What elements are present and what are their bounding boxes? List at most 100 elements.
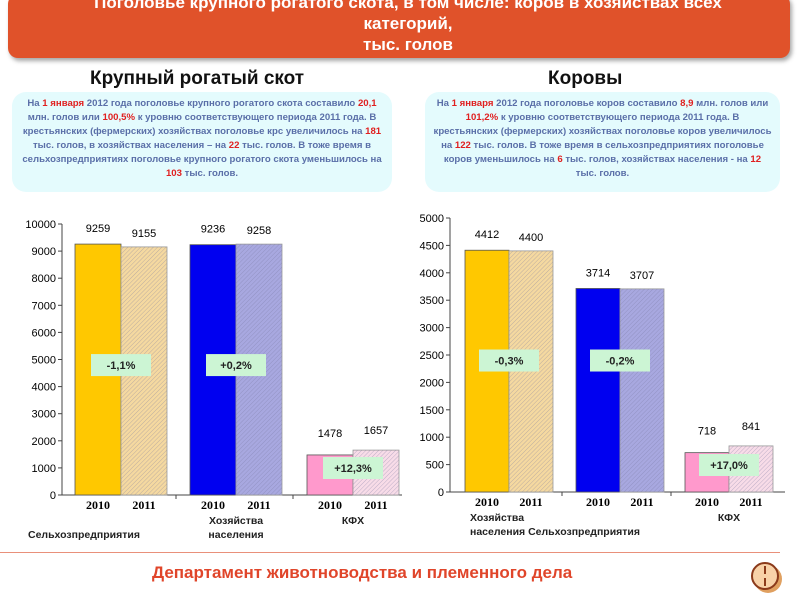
highlight-value: 100,5% bbox=[102, 112, 136, 123]
info-text: тыс. голов. В тоже время в сельхозпредпр… bbox=[22, 140, 382, 165]
info-text: тыс. голов. В тоже время в сельхозпредпр… bbox=[443, 140, 764, 165]
group-label: Хозяйства bbox=[470, 512, 524, 524]
y-tick-label: 2000 bbox=[420, 377, 444, 389]
data-label: 4412 bbox=[475, 229, 499, 241]
change-badge-label: -0,3% bbox=[495, 356, 524, 368]
x-tick-label: 2011 bbox=[630, 495, 653, 509]
info-text: На bbox=[27, 98, 43, 109]
clock-icon bbox=[751, 562, 779, 590]
group-label: населения bbox=[208, 529, 263, 541]
data-label: 3714 bbox=[586, 267, 610, 279]
y-tick-label: 8000 bbox=[32, 273, 56, 285]
highlight-value: 22 bbox=[228, 140, 240, 151]
cows-section-title: Коровы bbox=[548, 68, 623, 89]
highlight-value: 122 bbox=[454, 140, 471, 151]
highlight-value: 6 bbox=[557, 154, 563, 165]
bar bbox=[575, 288, 621, 493]
y-tick-label: 7000 bbox=[32, 300, 56, 312]
data-label: 9236 bbox=[201, 224, 225, 236]
y-tick-label: 500 bbox=[426, 460, 444, 472]
change-badge-label: +12,3% bbox=[334, 463, 372, 475]
change-badge bbox=[206, 354, 266, 377]
group-label: КФХ bbox=[718, 512, 740, 524]
bar-hatch bbox=[620, 288, 664, 492]
data-label: 9155 bbox=[132, 228, 156, 240]
y-tick-label: 6000 bbox=[32, 327, 56, 339]
change-badge-label: -0,2% bbox=[606, 356, 635, 368]
y-tick-label: 2000 bbox=[32, 436, 56, 448]
x-tick-label: 2010 bbox=[475, 495, 499, 509]
cows-info-box: На 1 января 2012 года поголовье коров со… bbox=[425, 92, 780, 192]
y-tick-label: 9000 bbox=[32, 246, 56, 258]
title-line: тыс. голов bbox=[363, 35, 453, 54]
y-tick-label: 3000 bbox=[32, 409, 56, 421]
change-badge bbox=[699, 454, 759, 476]
x-tick-label: 2010 bbox=[318, 498, 342, 512]
y-tick-label: 2500 bbox=[420, 350, 444, 362]
info-text: 2012 года поголовье коров составило bbox=[493, 98, 681, 109]
highlight-value: 1 января bbox=[451, 98, 494, 109]
change-badge-label: -1,1% bbox=[107, 360, 136, 372]
change-badge bbox=[590, 349, 650, 372]
data-label: 9258 bbox=[247, 225, 271, 237]
data-label: 1478 bbox=[318, 428, 342, 440]
highlight-value: 20,1 bbox=[357, 98, 377, 109]
info-text: млн. голов или bbox=[27, 112, 103, 123]
highlight-value: 8,9 bbox=[680, 98, 694, 109]
x-tick-label: 2010 bbox=[695, 495, 719, 509]
info-text: млн. голов или bbox=[693, 98, 769, 109]
cows-bar-chart: 0 500 1000 1500 2000 2500 3000 3500 4000 4500 5000… bbox=[420, 213, 785, 538]
info-text: тыс. голов, хозяйствах населения - на bbox=[562, 154, 751, 165]
y-tick-label: 1000 bbox=[32, 463, 56, 475]
y-tick-label: 4000 bbox=[420, 268, 444, 280]
info-text: тыс. голов. bbox=[181, 168, 239, 179]
x-tick-label: 2010 bbox=[86, 498, 110, 512]
data-label: 9259 bbox=[86, 223, 110, 235]
title-line: Поголовье крупного рогатого скота, в том… bbox=[94, 0, 722, 12]
change-badge bbox=[479, 349, 539, 372]
y-tick-label: 5000 bbox=[32, 355, 56, 367]
change-badge bbox=[323, 457, 383, 479]
highlight-value: 12 bbox=[750, 154, 762, 165]
y-tick-label: 5000 bbox=[420, 213, 444, 225]
x-tick-label: 2011 bbox=[132, 498, 155, 512]
y-tick-label: 3000 bbox=[420, 323, 444, 335]
info-text: к уровню соответствующего периода 2011 г… bbox=[22, 112, 377, 137]
y-tick-label: 0 bbox=[438, 487, 444, 499]
cattle-info-box: На 1 января 2012 года поголовье крупного… bbox=[12, 92, 392, 192]
y-tick-label: 4000 bbox=[32, 382, 56, 394]
info-text: тыс. голов. bbox=[575, 168, 630, 179]
y-tick-label: 0 bbox=[50, 490, 56, 502]
x-tick-label: 2011 bbox=[519, 495, 542, 509]
group-label: Сельхозпредприятия bbox=[28, 529, 140, 541]
y-tick-label: 3500 bbox=[420, 295, 444, 307]
info-text: 2012 года поголовье крупного рогатого ск… bbox=[84, 98, 358, 109]
group-label: населения Сельхозпредприятия bbox=[470, 526, 640, 538]
y-tick-label: 10000 bbox=[25, 219, 56, 231]
highlight-value: 181 bbox=[365, 126, 382, 137]
change-badge bbox=[91, 354, 151, 377]
y-tick-label: 4500 bbox=[420, 240, 444, 252]
data-label: 4400 bbox=[519, 232, 543, 244]
cattle-section-title: Крупный рогатый скот bbox=[90, 68, 305, 89]
change-badge-label: +0,2% bbox=[220, 360, 252, 372]
x-tick-label: 2011 bbox=[364, 498, 387, 512]
data-label: 718 bbox=[698, 426, 716, 438]
change-badge-label: +17,0% bbox=[710, 460, 748, 472]
data-label: 841 bbox=[742, 421, 760, 433]
footer-text: Департамент животноводства и племенного … bbox=[152, 563, 573, 582]
footer-divider bbox=[0, 552, 780, 553]
info-text: к уровню соответствующего периода 2011 г… bbox=[433, 112, 772, 151]
x-tick-label: 2011 bbox=[247, 498, 270, 512]
highlight-value: 101,2% bbox=[465, 112, 499, 123]
highlight-value: 103 bbox=[165, 168, 182, 179]
y-tick-label: 1000 bbox=[420, 432, 444, 444]
data-label: 1657 bbox=[364, 425, 388, 437]
y-tick-label: 1500 bbox=[420, 405, 444, 417]
highlight-value: 1 января bbox=[42, 98, 85, 109]
x-tick-label: 2010 bbox=[586, 495, 610, 509]
group-label: Хозяйства bbox=[209, 515, 263, 527]
info-text: тыс. голов, в хозяйствах населения – на bbox=[32, 140, 229, 151]
title-line: категорий, bbox=[363, 14, 453, 33]
cattle-bar-chart: 0 1000 2000 3000 4000 5000 6000 7000 8000 9000 100… bbox=[25, 219, 402, 541]
